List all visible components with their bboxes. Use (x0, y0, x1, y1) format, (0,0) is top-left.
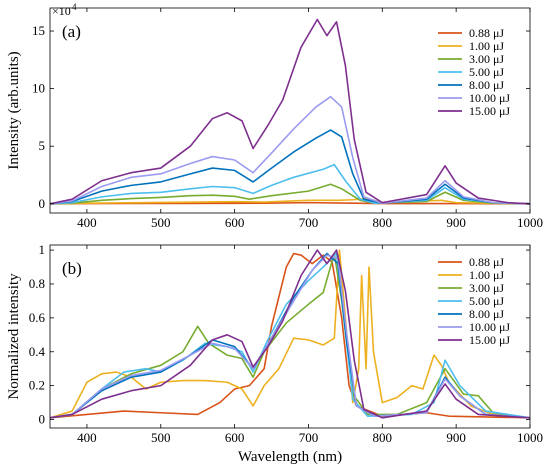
series-line-5 (50, 95, 530, 205)
series-line-3 (50, 252, 530, 419)
panel-label: (b) (62, 259, 82, 278)
x-tick-label: 700 (299, 215, 319, 230)
y-tick-label: 0 (39, 412, 46, 427)
x-tick-label: 600 (225, 430, 245, 445)
x-tick-label: 500 (151, 430, 171, 445)
legend: 0.88 μJ1.00 μJ3.00 μJ5.00 μJ8.00 μJ10.00… (438, 26, 510, 118)
y-tick-label: 1 (39, 242, 46, 257)
x-tick-label: 500 (151, 215, 171, 230)
axes-frame (49, 244, 531, 429)
y-tick-label: 0 (39, 196, 46, 211)
series-line-3 (50, 163, 530, 205)
x-tick-label: 600 (225, 215, 245, 230)
x-tick-label: 1000 (517, 430, 543, 445)
series-line-6 (50, 18, 530, 205)
y-tick-label: 5 (39, 138, 46, 153)
series-line-2 (50, 183, 530, 205)
legend-entry-label: 0.88 μJ (469, 255, 504, 269)
panel-label: (a) (62, 22, 81, 41)
legend-entry-label: 15.00 μJ (469, 333, 510, 347)
legend-entry-label: 0.88 μJ (469, 26, 504, 40)
series-line-1 (50, 197, 530, 205)
legend-entry-label: 3.00 μJ (469, 281, 504, 295)
series-line-6 (50, 249, 530, 419)
legend-entry-label: 15.00 μJ (469, 104, 510, 118)
series-group (50, 18, 530, 205)
y-multiplier-exponent: 4 (72, 2, 77, 12)
x-axis-label: Wavelength (nm) (238, 449, 342, 465)
y-tick-label: 0.4 (29, 344, 46, 359)
legend-entry-label: 1.00 μJ (469, 268, 504, 282)
series-line-4 (50, 129, 530, 205)
legend-entry-label: 8.00 μJ (469, 78, 504, 92)
y-tick-label: 0.2 (29, 378, 45, 393)
y-tick-label: 0.8 (29, 276, 45, 291)
legend-entry-label: 10.00 μJ (469, 320, 510, 334)
y-multiplier: ×10 (52, 4, 71, 18)
y-tick-label: 10 (32, 81, 45, 96)
legend-entry-label: 1.00 μJ (469, 39, 504, 53)
x-tick-label: 800 (373, 215, 393, 230)
legend-entry-label: 8.00 μJ (469, 307, 504, 321)
panel-a: 400 500 600 700 800 900 1000 0 5 10 15 Intensity (a… (6, 2, 543, 230)
legend-entry-label: 5.00 μJ (469, 294, 504, 308)
y-tick-label: 15 (32, 23, 45, 38)
x-tick-label: 700 (299, 430, 319, 445)
legend-entry-label: 10.00 μJ (469, 91, 510, 105)
series-line-5 (50, 254, 530, 419)
x-tick-label: 800 (373, 430, 393, 445)
series-group (50, 249, 530, 419)
x-tick-label: 1000 (517, 215, 543, 230)
legend-entry-label: 5.00 μJ (469, 65, 504, 79)
x-tick-label: 900 (446, 430, 466, 445)
series-line-1 (50, 249, 530, 419)
y-axis-label: Intensity (arb.units) (6, 51, 22, 169)
y-tick-label: 0.6 (29, 310, 46, 325)
legend: 0.88 μJ1.00 μJ3.00 μJ5.00 μJ8.00 μJ10.00… (438, 255, 510, 347)
x-tick-label: 400 (77, 215, 97, 230)
legend-entry-label: 3.00 μJ (469, 52, 504, 66)
axes-frame (49, 7, 531, 214)
panel-b: 400 500 600 700 800 900 1000 0 0.2 0.4 0.6 0.8 1 Norm… (6, 242, 543, 465)
x-tick-label: 400 (77, 430, 97, 445)
x-tick-label: 900 (446, 215, 466, 230)
y-axis-label: Normalized intensity (6, 273, 22, 400)
